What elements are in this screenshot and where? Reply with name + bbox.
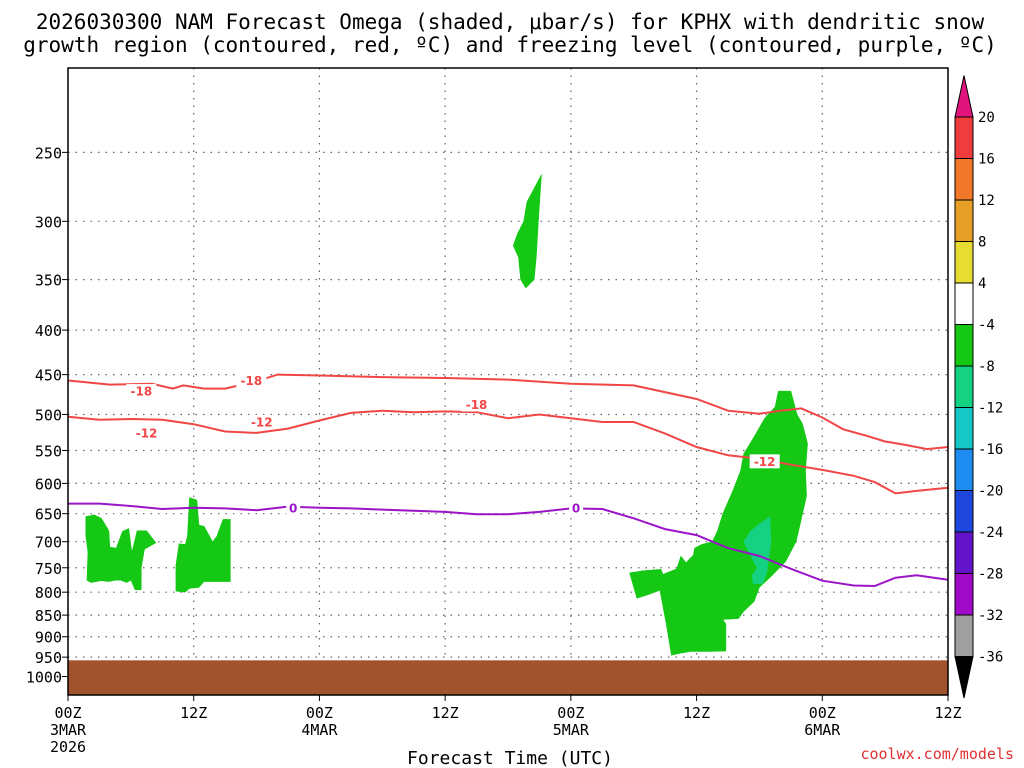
y-tick-label: 450 xyxy=(35,367,62,385)
colorbar-label: -24 xyxy=(978,525,1003,541)
y-tick-label: 300 xyxy=(35,213,62,231)
contour-label: -18 xyxy=(240,374,262,388)
contour-label-bg xyxy=(569,500,584,515)
contour-label-bg xyxy=(236,373,267,388)
contour-label-bg xyxy=(131,425,162,440)
contour-label: 0 xyxy=(289,501,297,515)
contour-label: 0 xyxy=(572,501,580,515)
contour-label-bg xyxy=(286,500,301,515)
colorbar-label: -20 xyxy=(978,484,1003,500)
colorbar-label: -36 xyxy=(978,650,1003,666)
y-tick-label: 250 xyxy=(35,144,62,162)
y-tick-label: 850 xyxy=(35,607,62,625)
colorbar-swatch xyxy=(954,531,974,574)
contour-line xyxy=(68,502,949,588)
x-tick-label: 00Z xyxy=(557,704,584,722)
y-tick-label: 600 xyxy=(35,475,62,493)
colorbar-swatch xyxy=(954,407,974,450)
colorbar-label: -12 xyxy=(978,401,1003,417)
contour-lines xyxy=(67,373,949,588)
omega-region xyxy=(512,174,542,289)
y-tick-label: 700 xyxy=(35,534,62,552)
y-tick-label: 800 xyxy=(35,584,62,602)
colorbar-swatch xyxy=(954,75,974,118)
colorbar-label: 16 xyxy=(978,152,995,168)
x-axis-label: Forecast Time (UTC) xyxy=(407,748,613,768)
colorbar-label: 8 xyxy=(978,235,986,251)
y-tick-label: 500 xyxy=(35,406,62,424)
x-tick-label: 12Z xyxy=(934,704,961,722)
contour-label-bg xyxy=(749,454,780,469)
contour-label: -12 xyxy=(754,455,776,469)
colorbar-label: -32 xyxy=(978,608,1003,624)
colorbar-swatch xyxy=(954,656,974,699)
chart-title-line2: growth region (contoured, red, ºC) and f… xyxy=(23,33,997,57)
y-tick-label: 750 xyxy=(35,560,62,578)
x-tick-label: 12Z xyxy=(432,704,459,722)
x-tick-label: 00Z xyxy=(809,704,836,722)
credit-text: coolwx.com/models xyxy=(860,745,1014,763)
y-tick-label: 350 xyxy=(35,272,62,290)
colorbar-swatch xyxy=(954,365,974,408)
y-tick-label: 650 xyxy=(35,506,62,524)
x-tick-label: 3MAR xyxy=(50,721,87,739)
contour-label: -12 xyxy=(251,415,273,429)
contour-labels: -18 -18 -18 -12 -12 -12 0 0 xyxy=(126,373,780,515)
chart-title-line1: 2026030300 NAM Forecast Omega (shaded, μ… xyxy=(36,10,985,34)
x-tick-label: 6MAR xyxy=(804,721,841,739)
contour-line xyxy=(67,409,949,495)
colorbar-label: 12 xyxy=(978,193,995,209)
colorbar-swatch xyxy=(954,158,974,201)
x-tick-label: 00Z xyxy=(306,704,333,722)
colorbar-swatch xyxy=(954,241,974,284)
colorbar-swatch xyxy=(954,614,974,657)
contour-label: -12 xyxy=(136,426,158,440)
y-tick-label: 550 xyxy=(35,443,62,461)
colorbar-label: 20 xyxy=(978,110,995,126)
contour-label-bg xyxy=(126,384,157,399)
colorbar-label: -8 xyxy=(978,359,995,375)
colorbar-swatch xyxy=(954,199,974,242)
contour-label-bg xyxy=(246,414,277,429)
colorbar-label: -28 xyxy=(978,567,1003,583)
colorbar-swatch xyxy=(954,490,974,533)
gridlines xyxy=(67,68,949,695)
y-tick-label: 400 xyxy=(35,322,62,340)
contour-label-bg xyxy=(461,397,492,412)
y-axis-ticks: 250 300 350 400 450 500 550 600 650 700 750 800 850 9… xyxy=(26,144,68,687)
ground-surface xyxy=(68,660,948,695)
colorbar-swatch xyxy=(954,116,974,159)
x-tick-label: 12Z xyxy=(683,704,710,722)
omega-region xyxy=(175,497,231,593)
x-tick-label: 4MAR xyxy=(301,721,338,739)
y-tick-label: 1000 xyxy=(26,669,62,687)
colorbar-label: 4 xyxy=(978,276,986,292)
y-tick-label: 900 xyxy=(35,629,62,647)
colorbar-label: -16 xyxy=(978,442,1003,458)
colorbar: 20 16 12 8 4 -4 -8 -12 -16 -20 -24 -28 -32 -36 xyxy=(954,75,1003,699)
colorbar-swatch xyxy=(954,573,974,616)
x-tick-label: 12Z xyxy=(180,704,207,722)
omega-region xyxy=(743,516,772,584)
x-tick-label: 00Z xyxy=(54,704,81,722)
colorbar-label: -4 xyxy=(978,318,995,334)
omega-region xyxy=(85,514,157,591)
plot-frame xyxy=(67,67,949,696)
colorbar-swatch xyxy=(954,448,974,491)
x-tick-label: 5MAR xyxy=(553,721,590,739)
ground-fill xyxy=(68,660,948,695)
x-tick-label: 2026 xyxy=(50,738,86,756)
contour-line xyxy=(67,373,949,451)
colorbar-swatch xyxy=(954,282,974,325)
contour-label: -18 xyxy=(130,385,152,399)
contour-label: -18 xyxy=(466,398,488,412)
y-tick-label: 950 xyxy=(35,649,62,667)
colorbar-swatch xyxy=(954,324,974,367)
